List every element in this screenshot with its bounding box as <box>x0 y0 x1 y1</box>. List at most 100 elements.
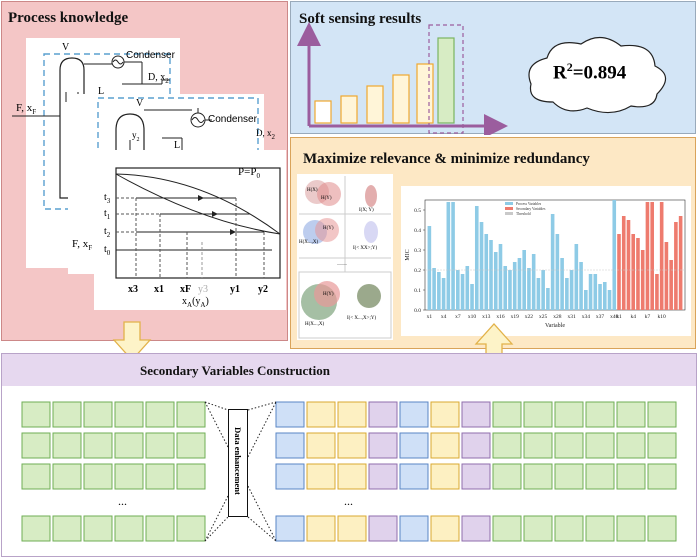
data-cell-original <box>83 432 113 459</box>
data-cell-original-right <box>585 432 615 459</box>
data-cell-original <box>114 401 144 428</box>
mic-bar <box>512 262 517 310</box>
t-label-0: t0 <box>104 244 111 257</box>
mic-bar <box>584 290 588 310</box>
mic-bar <box>493 252 498 310</box>
mic-xtick-label: x16 <box>496 314 505 320</box>
tick-xF: xF <box>180 284 192 295</box>
data-cell-original-right <box>616 432 646 459</box>
connector-line <box>204 401 229 411</box>
data-cell-original-right <box>616 401 646 428</box>
secondary-title: Secondary Variables Construction <box>140 363 330 378</box>
mic-xtick-label: x25 <box>539 314 548 320</box>
data-cell-original <box>21 432 51 459</box>
txy-card <box>94 150 286 310</box>
mic-legend-label: Process Variables <box>516 202 542 206</box>
data-cell-constructed <box>399 463 429 490</box>
data-cell-constructed <box>306 432 336 459</box>
data-cell-original <box>114 515 144 542</box>
data-cell-constructed <box>368 515 398 542</box>
mic-bar <box>645 202 650 310</box>
mic-bar <box>678 216 683 310</box>
mic-bar <box>669 260 673 310</box>
data-cell-constructed <box>275 401 305 428</box>
data-cell-original-right <box>554 432 584 459</box>
mic-bar <box>626 220 631 310</box>
tick-x3: x3 <box>128 284 138 295</box>
data-cell-original <box>145 401 175 428</box>
mic-bar <box>522 250 526 310</box>
mic-xtick-label: x22 <box>525 314 534 320</box>
mini-label-1: I(X; Y) <box>359 208 374 213</box>
data-cell-original-right <box>647 432 677 459</box>
mic-bar <box>531 254 536 310</box>
mic-bar <box>517 258 522 310</box>
txy-x-axis-label: xA(yA) <box>182 296 209 309</box>
mic-bar <box>659 202 664 310</box>
mic-bar <box>560 258 564 310</box>
data-cell-original-right <box>492 432 522 459</box>
data-cell-original-right <box>554 401 584 428</box>
mic-ytick-label: 0.1 <box>414 288 421 294</box>
mic-xtick-label: k4 <box>630 314 636 320</box>
venn-label-hy-2: H(Y) <box>323 226 334 231</box>
soft-sensing-panel: Soft sensing results R2=0.894 <box>290 1 696 135</box>
data-cell-original <box>145 432 175 459</box>
data-cell-original-right <box>585 463 615 490</box>
data-cell-original-right <box>585 401 615 428</box>
mic-xtick-label: x31 <box>567 314 576 320</box>
data-cell-original <box>145 515 175 542</box>
result-bar-2 <box>340 95 358 124</box>
data-cell-original-right <box>492 401 522 428</box>
mic-xlabel: Variable <box>545 323 565 329</box>
mic-bar <box>640 250 645 310</box>
data-cell-original-right <box>554 463 584 490</box>
data-cell-constructed <box>430 515 460 542</box>
data-cell-constructed <box>275 515 305 542</box>
mic-bar <box>456 270 460 310</box>
result-bar-4 <box>392 74 410 124</box>
mic-bar <box>508 270 512 310</box>
data-cell-constructed <box>275 432 305 459</box>
data-cell-original <box>176 432 206 459</box>
mic-ylabel: MIC <box>405 249 411 260</box>
mic-bar <box>674 222 678 310</box>
data-cell-constructed <box>461 432 491 459</box>
mic-legend-swatch <box>505 212 513 215</box>
mic-xtick-label: x34 <box>582 314 591 320</box>
data-cell-original <box>21 463 51 490</box>
mic-bar <box>565 278 569 310</box>
mic-xtick-label: k10 <box>658 314 667 320</box>
tick-x1: x1 <box>154 284 164 295</box>
mic-bar <box>612 200 617 310</box>
mic-bar <box>503 266 508 310</box>
mic-bar <box>574 244 579 310</box>
data-cell-original <box>52 432 82 459</box>
mic-bar <box>546 288 550 310</box>
tick-y1: y1 <box>230 284 240 295</box>
secondary-panel: Secondary Variables Construction Data en… <box>1 353 697 557</box>
data-cell-constructed <box>399 432 429 459</box>
t-label-3: t3 <box>104 192 111 205</box>
relevance-title: Maximize relevance & minimize redundancy <box>303 151 590 167</box>
data-cell-original <box>52 401 82 428</box>
bubble-curve <box>115 173 281 235</box>
mic-bar <box>441 278 446 310</box>
mic-plot-frame <box>424 199 686 311</box>
mic-legend-swatch <box>505 202 513 205</box>
mic-bar <box>631 234 636 310</box>
mic-legend-label: Threshold <box>516 212 531 216</box>
mic-xtick-label: x40 <box>610 314 619 320</box>
mic-ytick-label: 0.4 <box>414 228 421 234</box>
mic-ytick-label: 0.3 <box>414 248 421 254</box>
mic-bar <box>474 206 479 310</box>
soft-sensing-title: Soft sensing results <box>299 11 422 27</box>
svg-text:-----: ----- <box>337 262 347 268</box>
mic-xtick-label: x1 <box>427 314 433 320</box>
mic-bar <box>541 270 545 310</box>
data-cell-original-right <box>523 515 553 542</box>
data-cell-constructed <box>275 463 305 490</box>
data-cell-constructed <box>430 432 460 459</box>
mic-bar <box>470 284 474 310</box>
data-cell-original <box>176 401 206 428</box>
